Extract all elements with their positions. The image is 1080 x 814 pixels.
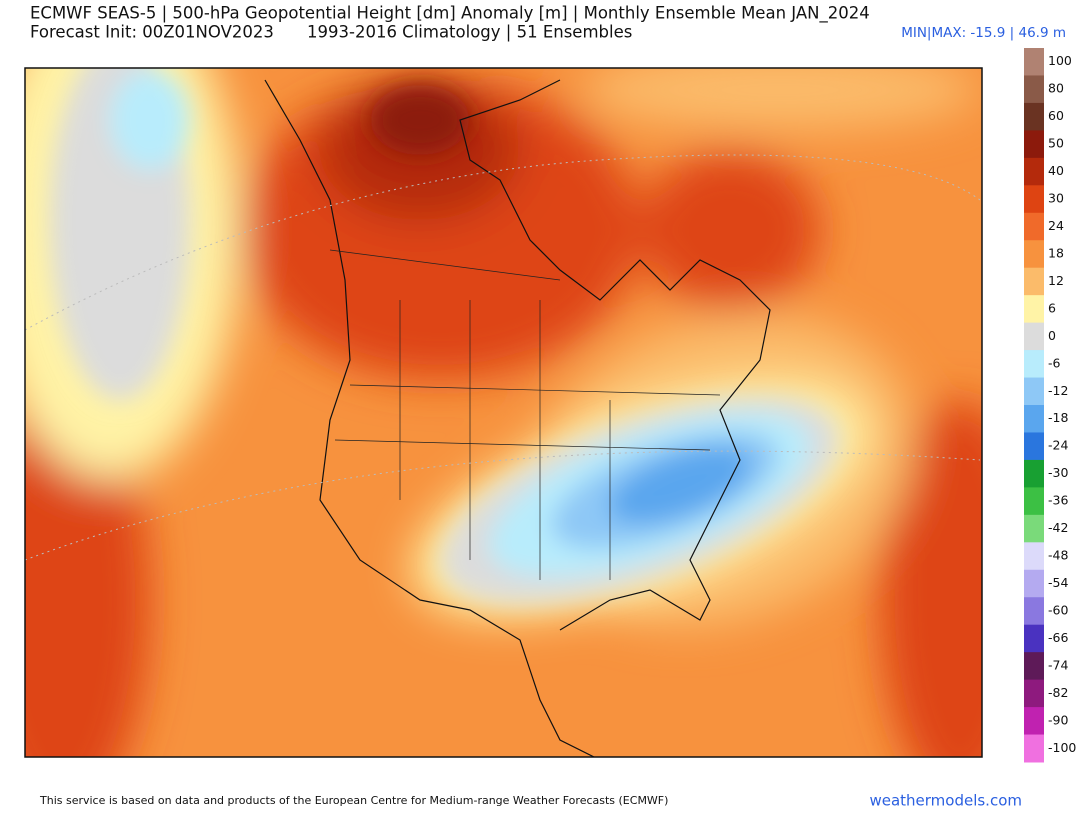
colorbar-label: 60	[1048, 108, 1064, 123]
colorbar-label: -42	[1048, 520, 1068, 535]
colorbar-label: -12	[1048, 383, 1068, 398]
colorbar-label: 0	[1048, 328, 1056, 343]
colorbar-label: 12	[1048, 273, 1064, 288]
borders	[329, 249, 721, 580]
colorbar-swatch	[1024, 514, 1044, 543]
site: weathermodels.com	[869, 792, 1022, 810]
footer-notice: This service is based on data and produc…	[39, 794, 668, 807]
colorbar-label: -54	[1048, 575, 1068, 590]
colorbar: 100806050403024181260-6-12-18-24-30-36-4…	[1024, 48, 1076, 763]
colorbar-swatch	[1024, 267, 1044, 296]
colorbar-label: -48	[1048, 548, 1068, 563]
colorbar-swatch	[1024, 542, 1044, 571]
colorbar-label: -18	[1048, 410, 1068, 425]
colorbar-swatch	[1024, 295, 1044, 324]
colorbar-label: -90	[1048, 712, 1068, 727]
colorbar-swatch	[1024, 597, 1044, 626]
colorbar-swatch	[1024, 377, 1044, 406]
colorbar-swatch	[1024, 734, 1044, 763]
colorbar-swatch	[1024, 487, 1044, 516]
colorbar-swatch	[1024, 185, 1044, 214]
map-frame	[24, 67, 983, 758]
colorbar-label: -24	[1048, 438, 1068, 453]
colorbar-swatch	[1024, 350, 1044, 379]
colorbar-label: 50	[1048, 136, 1064, 151]
colorbar-swatch	[1024, 679, 1044, 708]
anomaly-core	[50, 68, 840, 604]
init: Forecast Init: 00Z01NOV2023	[30, 23, 274, 42]
colorbar-label: -6	[1048, 355, 1061, 370]
map	[25, 68, 982, 757]
colorbar-swatch	[1024, 240, 1044, 269]
colorbar-swatch	[1024, 624, 1044, 653]
colorbar-swatch	[1024, 102, 1044, 131]
colorbar-label: 18	[1048, 245, 1064, 260]
colorbar-swatch	[1024, 322, 1044, 351]
colorbar-swatch	[1024, 75, 1044, 104]
colorbar-label: 6	[1048, 300, 1056, 315]
colorbar-label: 80	[1048, 81, 1064, 96]
min-max: MIN|MAX: -15.9 | 46.9 m	[901, 25, 1066, 41]
colorbar-swatch	[1024, 432, 1044, 461]
colorbar-label: -82	[1048, 685, 1068, 700]
colorbar-swatch	[1024, 707, 1044, 736]
colorbar-swatch	[1024, 48, 1044, 76]
colorbar-label: -30	[1048, 465, 1068, 480]
colorbar-label: 30	[1048, 191, 1064, 206]
colorbar-swatch	[1024, 569, 1044, 598]
colorbar-swatch	[1024, 652, 1044, 681]
colorbar-label: -66	[1048, 630, 1068, 645]
colorbar-swatch	[1024, 212, 1044, 241]
title: ECMWF SEAS-5 | 500-hPa Geopotential Heig…	[30, 4, 870, 24]
colorbar-label: -36	[1048, 493, 1068, 508]
colorbar-label: -74	[1048, 657, 1068, 672]
colorbar-label: 100	[1048, 53, 1072, 68]
colorbar-label: 24	[1048, 218, 1064, 233]
colorbar-swatch	[1024, 405, 1044, 433]
coastline	[264, 79, 771, 757]
colorbar-swatch	[1024, 157, 1044, 186]
colorbar-swatch	[1024, 130, 1044, 159]
climatology: 1993-2016 Climatology | 51 Ensembles	[307, 23, 632, 42]
colorbar-swatch	[1024, 459, 1044, 488]
colorbar-label: -100	[1048, 740, 1076, 755]
colorbar-label: 40	[1048, 163, 1064, 178]
colorbar-label: -60	[1048, 602, 1068, 617]
